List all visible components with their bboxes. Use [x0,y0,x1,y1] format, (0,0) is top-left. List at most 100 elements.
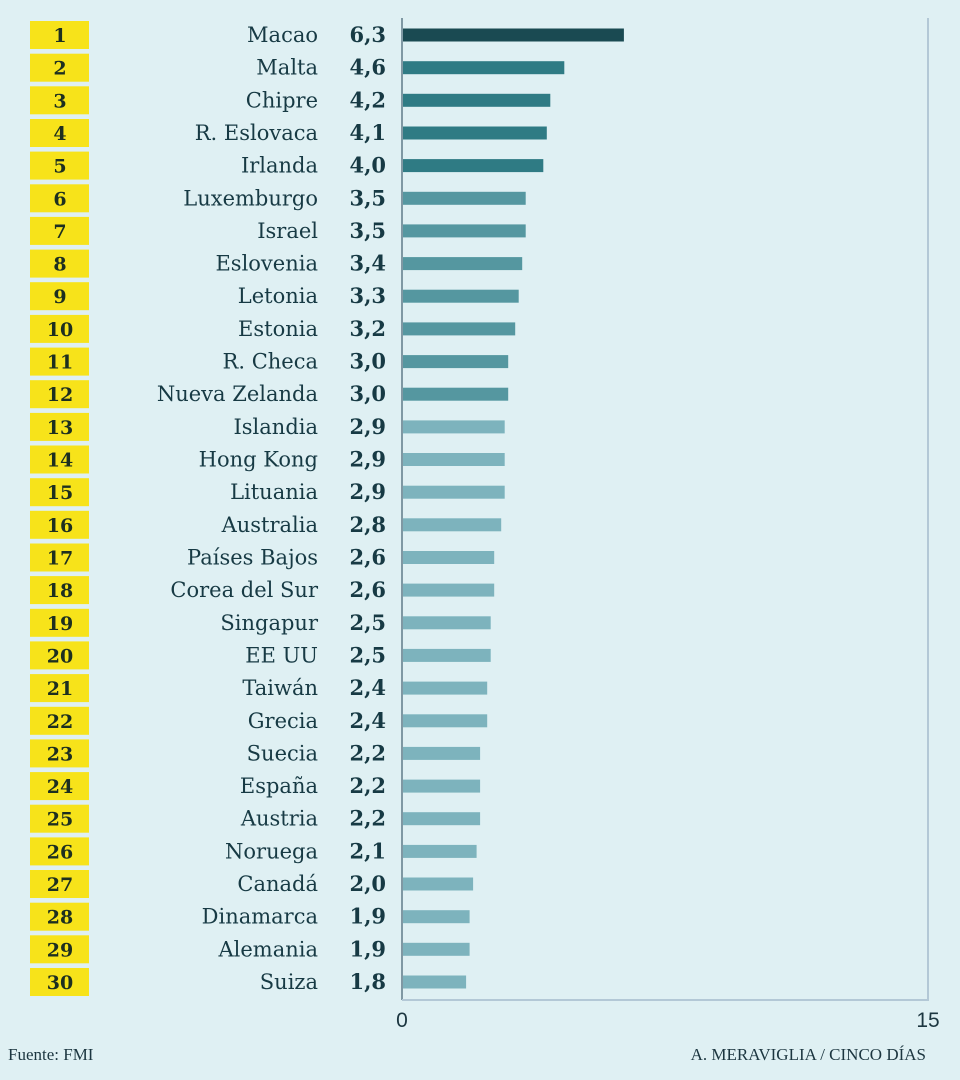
chart-row: 22 Grecia 2,4 [30,706,488,735]
data-label: 2,2 [349,740,386,765]
chart-row: 14 Hong Kong 2,9 [30,445,505,474]
bar [403,910,470,924]
rank-badge [30,870,89,898]
source-note: Fuente: FMI [8,1045,94,1064]
rank-badge [30,935,89,964]
bar [403,616,491,630]
data-label: 3,4 [349,251,386,276]
chart-row: 13 Islandia 2,9 [30,412,505,441]
category-label: Singapur [220,611,319,635]
data-label: 2,6 [349,545,386,570]
rank-badge [30,21,89,49]
data-label: 1,8 [349,969,386,994]
data-label: 3,5 [349,218,386,243]
data-label: 4,2 [349,87,386,112]
category-label: Macao [247,23,318,47]
data-label: 2,4 [349,708,386,733]
chart-row: 6 Luxemburgo 3,5 [30,184,526,213]
category-label: Corea del Sur [170,578,319,602]
rank-label: 14 [47,450,73,472]
bar [403,485,505,499]
bar [403,844,477,858]
rank-label: 6 [53,188,66,210]
data-label: 4,1 [349,120,386,145]
category-label: Nueva Zelanda [157,382,318,406]
bar [403,191,526,205]
bar [403,518,502,532]
category-label: Australia [221,513,318,537]
rank-badge [30,739,89,768]
rank-label: 27 [47,874,73,896]
rank-badge [30,837,89,866]
rank-label: 19 [47,613,73,635]
rank-label: 28 [47,907,73,929]
data-label: 2,9 [349,479,386,504]
chart-row: 1 Macao 6,3 [30,21,624,49]
chart-row: 24 España 2,2 [30,772,481,801]
rank-badge [30,184,89,213]
bar [403,387,509,401]
rank-label: 26 [47,841,73,863]
rank-label: 9 [53,286,66,308]
rank-badge [30,641,89,670]
chart-row: 8 Eslovenia 3,4 [30,249,523,278]
chart-row: 10 Estonia 3,2 [30,314,516,343]
category-label: Estonia [238,317,318,341]
rank-label: 11 [47,352,73,374]
rank-badge [30,543,89,572]
chart-row: 27 Canadá 2,0 [30,870,474,898]
bar [403,975,467,989]
rank-label: 1 [53,25,66,47]
bar [403,551,495,564]
category-label: Israel [257,219,318,243]
chart-row: 23 Suecia 2,2 [30,739,481,768]
category-label: Alemania [217,937,318,961]
data-label: 2,4 [349,675,386,700]
rank-badge [30,412,89,441]
category-label: Chipre [246,88,318,112]
data-label: 3,5 [349,185,386,210]
rank-label: 3 [53,90,66,112]
bar [403,877,474,891]
rank-badge [30,478,89,507]
rank-badge [30,772,89,801]
chart-row: 17 Países Bajos 2,6 [30,543,495,572]
bar [403,812,481,826]
chart-row: 26 Noruega 2,1 [30,837,477,866]
bar [403,420,505,434]
chart-row: 11 R. Checa 3,0 [30,347,509,376]
category-label: Letonia [238,284,318,308]
chart-row: 21 Taiwán 2,4 [30,674,488,703]
bar [403,453,505,466]
category-label: Países Bajos [187,546,318,570]
rank-label: 23 [47,743,73,765]
chart-row: 9 Letonia 3,3 [30,282,519,311]
category-label: Taiwán [242,676,318,700]
chart-row: 30 Suiza 1,8 [30,968,467,996]
bar [403,648,491,662]
data-label: 4,0 [349,153,386,178]
bar [403,126,547,140]
data-label: 2,8 [349,512,386,537]
chart-row: 19 Singapur 2,5 [30,608,491,637]
category-label: Eslovenia [215,252,318,276]
bar [403,93,551,107]
category-label: EE UU [245,643,318,667]
rank-label: 17 [47,548,73,570]
rank-badge [30,380,89,409]
rank-label: 24 [47,776,73,798]
chart-row: 2 Malta 4,6 [30,53,565,82]
data-label: 2,1 [349,838,386,863]
rank-badge [30,706,89,735]
category-label: Irlanda [241,154,318,178]
rank-badge [30,804,89,833]
rank-badge [30,347,89,376]
rank-label: 29 [47,939,73,961]
rank-label: 8 [53,254,66,276]
category-label: Canadá [237,872,318,896]
data-label: 2,6 [349,577,386,602]
chart-row: 7 Israel 3,5 [30,216,526,245]
category-label: R. Eslovaca [195,121,318,145]
data-label: 2,9 [349,414,386,439]
rank-badge [30,510,89,539]
